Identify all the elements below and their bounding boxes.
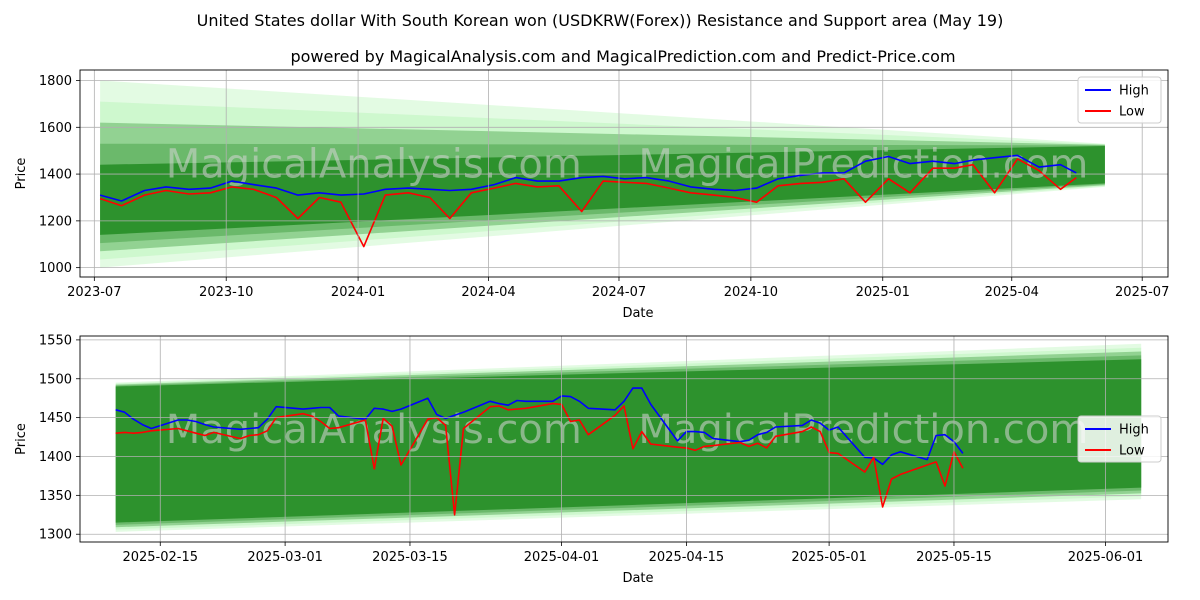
series-line-low bbox=[115, 402, 964, 516]
x-tick-label: 2025-07 bbox=[1115, 285, 1169, 300]
y-tick-label: 1550 bbox=[39, 333, 72, 348]
y-tick-label: 1450 bbox=[39, 411, 72, 426]
series-line-high bbox=[115, 387, 964, 466]
bottom-chart-panel: MagicalAnalysis.com MagicalPrediction.com… bbox=[14, 333, 1169, 586]
x-axis-label: Date bbox=[622, 571, 653, 586]
y-tick-label: 1350 bbox=[39, 489, 72, 504]
series-line-low bbox=[99, 158, 1077, 248]
legend: High Low bbox=[1077, 76, 1162, 124]
y-axis-label: Price bbox=[14, 158, 29, 190]
watermark-right: MagicalPrediction.com bbox=[638, 142, 1088, 188]
y-tick-label: 1800 bbox=[39, 74, 72, 89]
chart-title: United States dollar With South Korean w… bbox=[197, 11, 1004, 30]
y-tick-label: 1600 bbox=[39, 121, 72, 136]
y-axis-label: Price bbox=[14, 423, 29, 455]
x-tick-label: 2023-10 bbox=[199, 285, 253, 300]
y-tick-label: 1300 bbox=[39, 528, 72, 543]
x-tick-label: 2025-05-01 bbox=[791, 550, 867, 565]
x-axis-label: Date bbox=[622, 306, 653, 321]
plot-frame bbox=[79, 69, 1169, 278]
legend-label-low: Low bbox=[1119, 105, 1145, 120]
x-tick-label: 2025-04 bbox=[985, 285, 1039, 300]
x-tick-label: 2023-07 bbox=[67, 285, 121, 300]
legend-label-low: Low bbox=[1119, 444, 1145, 459]
y-tick-label: 1000 bbox=[39, 261, 72, 276]
x-tick-label: 2025-01 bbox=[856, 285, 910, 300]
x-tick-label: 2025-05-15 bbox=[916, 550, 992, 565]
watermark-left: MagicalAnalysis.com bbox=[166, 142, 582, 188]
x-tick-label: 2024-07 bbox=[592, 285, 646, 300]
x-tick-label: 2025-06-01 bbox=[1068, 550, 1144, 565]
legend-label-high: High bbox=[1119, 84, 1149, 99]
x-tick-label: 2025-02-15 bbox=[122, 550, 198, 565]
series-line-high bbox=[99, 154, 1077, 202]
x-tick-label: 2024-04 bbox=[461, 285, 515, 300]
watermark-left: MagicalAnalysis.com bbox=[166, 407, 582, 453]
plot-frame bbox=[79, 335, 1169, 543]
y-tick-label: 1400 bbox=[39, 450, 72, 465]
band-layer-5 bbox=[115, 359, 1142, 523]
x-tick-label: 2025-03-15 bbox=[372, 550, 448, 565]
x-tick-label: 2025-04-01 bbox=[524, 550, 600, 565]
y-tick-label: 1400 bbox=[39, 168, 72, 183]
plot-area: MagicalAnalysis.com MagicalPrediction.com bbox=[115, 343, 1142, 532]
legend: High Low bbox=[1077, 415, 1162, 463]
x-tick-label: 2024-01 bbox=[331, 285, 385, 300]
y-tick-label: 1200 bbox=[39, 214, 72, 229]
x-tick-label: 2025-03-01 bbox=[247, 550, 323, 565]
chart-subtitle: powered by MagicalAnalysis.com and Magic… bbox=[290, 47, 955, 66]
x-tick-label: 2024-10 bbox=[724, 285, 778, 300]
y-tick-label: 1500 bbox=[39, 372, 72, 387]
legend-label-high: High bbox=[1119, 423, 1149, 438]
top-chart-panel: MagicalAnalysis.com MagicalPrediction.com… bbox=[14, 69, 1169, 321]
x-tick-label: 2025-04-15 bbox=[649, 550, 725, 565]
